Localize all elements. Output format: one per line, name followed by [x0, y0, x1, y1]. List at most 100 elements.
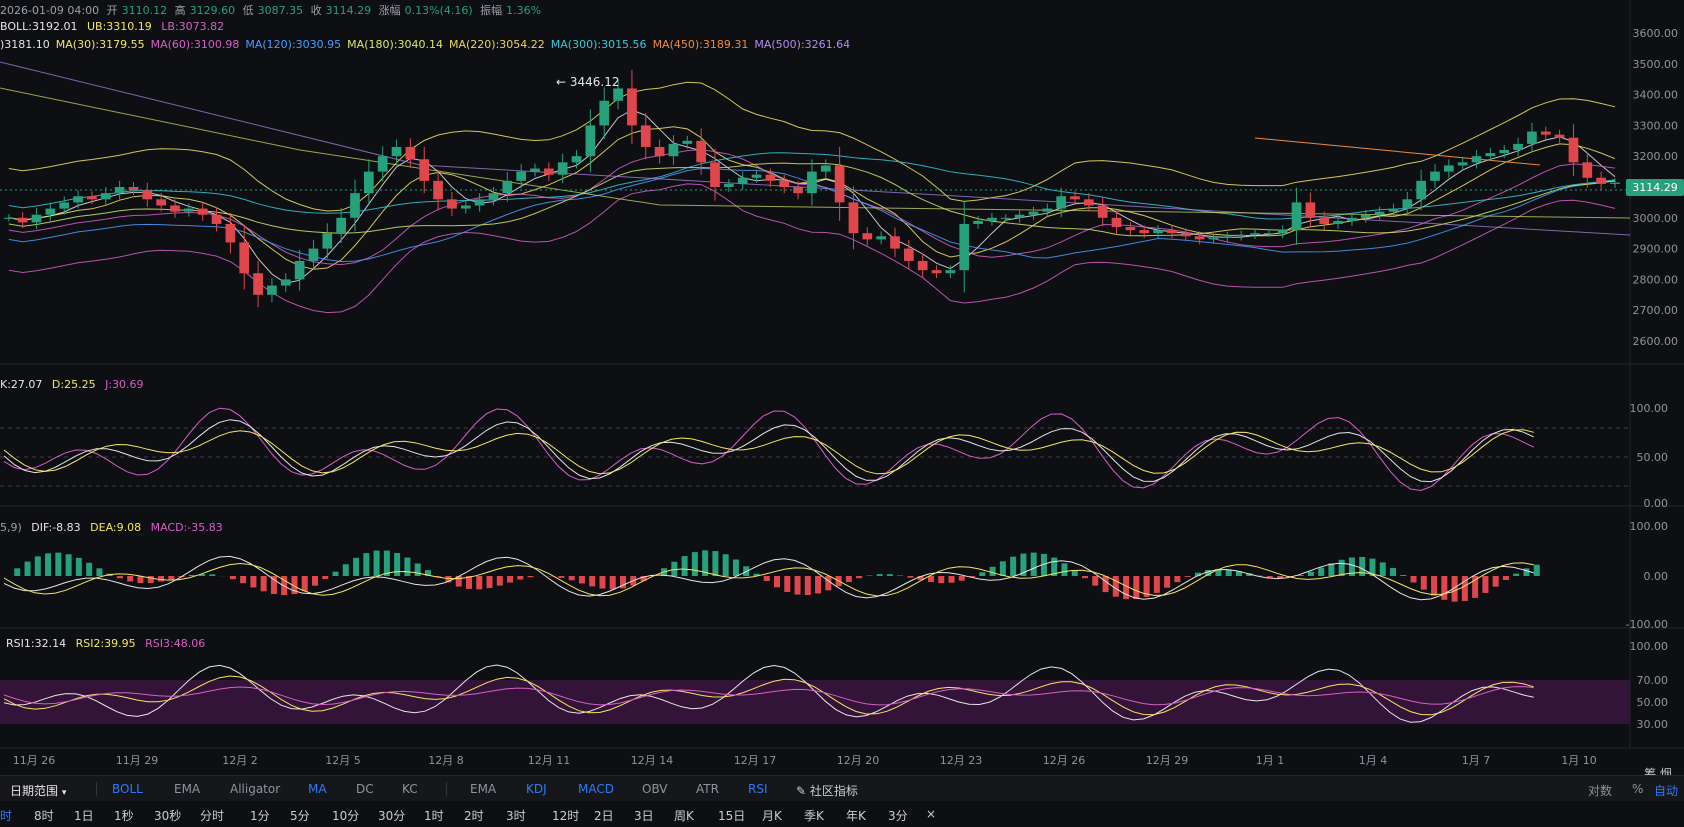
macd-bar [1102, 576, 1109, 593]
candle-body [1000, 217, 1011, 219]
interval-option[interactable]: 2时 [464, 809, 484, 823]
interval-option[interactable]: 1日 [74, 809, 94, 823]
macd-bar [578, 576, 585, 584]
rsi-tick-label: 50.00 [1637, 696, 1669, 709]
macd-bar [886, 574, 893, 576]
macd-bar [1040, 553, 1047, 576]
sub-ind-rsi[interactable]: RSI [748, 782, 768, 796]
candle-body [4, 217, 14, 219]
candle-body [1014, 214, 1025, 218]
auto-scale-toggle[interactable]: 自动 [1654, 784, 1679, 798]
price-tick-label: 3500.00 [1633, 58, 1679, 71]
date-tick-label: 1月 1 [1256, 754, 1285, 767]
macd-bar [291, 576, 298, 595]
interval-option[interactable]: 3日 [634, 809, 654, 823]
candle-body [142, 190, 153, 200]
interval-option[interactable]: 周K [674, 809, 694, 823]
interval-option[interactable]: 30秒 [154, 809, 182, 823]
date-tick-label: 12月 20 [837, 754, 880, 767]
macd-bar [332, 571, 339, 576]
macd-bar [1123, 576, 1130, 600]
interval-option[interactable]: 3时 [506, 809, 526, 823]
candle-body [100, 193, 111, 200]
main-ind-ema[interactable]: EMA [174, 782, 201, 796]
sub-ind-atr[interactable]: ATR [696, 782, 719, 796]
date-tick-label: 12月 11 [528, 754, 571, 767]
interval-option[interactable]: 15日 [718, 809, 746, 823]
log-scale-toggle[interactable]: 对数 [1588, 784, 1613, 798]
macd-bar [14, 568, 21, 576]
macd-bar [137, 576, 144, 583]
sub-ind-ema[interactable]: EMA [470, 782, 497, 796]
macd-bar [363, 553, 370, 576]
interval-option[interactable]: 8时 [34, 809, 54, 823]
interval-option[interactable]: 分时 [200, 809, 225, 823]
macd-bar [1420, 576, 1427, 590]
current-price-tag: 3114.29 [1626, 179, 1684, 196]
change-value: 0.13%(4.16) [404, 4, 473, 17]
sub-ind-macd[interactable]: MACD [578, 782, 614, 796]
interval-option[interactable]: 30分 [378, 809, 406, 823]
candle-body [308, 248, 319, 261]
interval-option[interactable]: 1分 [250, 809, 270, 823]
main-ind-kc[interactable]: KC [402, 782, 418, 796]
macd-tick-label: 0.00 [1644, 570, 1669, 583]
interval-option[interactable]: 1时 [424, 809, 444, 823]
interval-option[interactable]: 5分 [290, 809, 310, 823]
candle-body [253, 273, 263, 295]
macd-bar [34, 556, 41, 576]
interval-option[interactable]: 月K [762, 809, 782, 823]
percent-scale-toggle[interactable]: % [1632, 782, 1644, 796]
macd-bar [270, 576, 277, 595]
interval-option[interactable]: 2日 [594, 809, 614, 823]
candle-body [1291, 202, 1302, 231]
interval-option[interactable]: 3分 [888, 809, 908, 823]
open-value: 3110.12 [121, 4, 168, 17]
macd-line [3, 562, 1534, 597]
interval-option[interactable]: 1秒 [114, 809, 134, 823]
interval-option[interactable]: 年K [846, 809, 866, 823]
macd-dif: DIF:-8.83 [31, 521, 81, 534]
price-tick-label: 3400.00 [1633, 89, 1679, 102]
sub-ind-kdj[interactable]: KDJ [526, 782, 547, 796]
date-tick-label: 12月 26 [1043, 754, 1086, 767]
main-ind-dc[interactable]: DC [356, 782, 374, 796]
candle-body [1250, 233, 1260, 235]
candle-body [114, 187, 125, 194]
macd-bar [784, 576, 791, 592]
candle-body [1153, 230, 1163, 234]
sub-ind-obv[interactable]: OBV [642, 782, 668, 796]
interval-option[interactable]: 12时 [552, 809, 580, 823]
main-ind-alligator[interactable]: Alligator [230, 782, 281, 796]
interval-option[interactable]: 10分 [332, 809, 360, 823]
macd-bar [681, 556, 688, 576]
date-tick-label: 1月 7 [1462, 754, 1491, 767]
interval-option[interactable]: 时 [0, 809, 13, 823]
macd-bar [568, 576, 575, 581]
macd-bar [958, 576, 965, 581]
ma180-line [0, 87, 1631, 219]
close-icon[interactable]: × [926, 807, 937, 821]
macd-bar [188, 575, 195, 576]
chart-area[interactable]: 3600.003500.003400.003300.003200.003100.… [0, 0, 1684, 775]
ma-line [8, 81, 1616, 212]
price-tick-label: 2800.00 [1633, 273, 1679, 286]
macd-bar [589, 576, 596, 587]
main-ind-ma[interactable]: MA [308, 782, 327, 796]
macd-params: 5,9) [0, 521, 22, 534]
macd-bar [404, 557, 411, 576]
candle-body [1111, 217, 1122, 228]
macd-bar [394, 553, 401, 576]
interval-option[interactable]: 季K [804, 809, 824, 823]
main-ind-boll[interactable]: BOLL [112, 782, 143, 796]
candle-body [1236, 234, 1246, 237]
macd-bar [1297, 575, 1304, 576]
price-axis: 3600.003500.003400.003300.003200.003100.… [1626, 27, 1678, 731]
community-indicators-button[interactable]: ✎ 社区指标 [796, 782, 858, 799]
date-tick-label: 12月 8 [428, 754, 464, 767]
macd-bar [260, 576, 267, 592]
macd-bar [507, 576, 514, 583]
candle-body [1167, 230, 1177, 234]
candle-body [931, 270, 942, 274]
date-range-button[interactable]: 日期范围 ▾ [10, 782, 66, 799]
